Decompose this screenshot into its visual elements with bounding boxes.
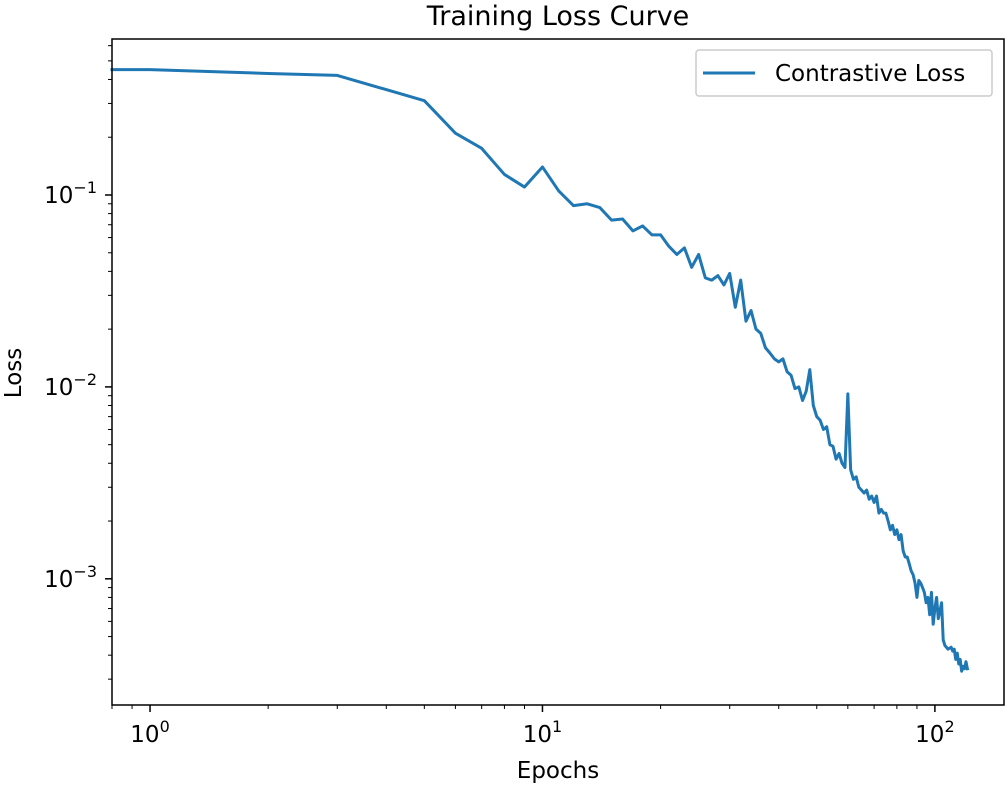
x-tick-exponent: 2 <box>944 717 954 736</box>
x-tick-base: 10 <box>523 722 552 748</box>
y-tick-exponent: −3 <box>73 562 97 581</box>
legend-label: Contrastive Loss <box>775 61 965 87</box>
y-tick-label: 10−1 <box>44 178 97 209</box>
y-tick-base: 10 <box>44 567 73 593</box>
x-tick-exponent: 1 <box>552 717 562 736</box>
y-tick-exponent: −1 <box>73 178 97 197</box>
plot-frame <box>111 38 1005 706</box>
x-tick-base: 10 <box>915 722 944 748</box>
chart-title: Training Loss Curve <box>426 1 690 32</box>
x-axis-label: Epochs <box>517 758 599 784</box>
legend: Contrastive Loss <box>695 49 993 97</box>
y-tick-exponent: −2 <box>73 370 97 389</box>
x-tick-label: 100 <box>130 717 169 748</box>
x-tick-label: 101 <box>523 717 562 748</box>
legend-box <box>695 49 993 97</box>
series-line-0 <box>110 68 970 673</box>
y-tick-label: 10−3 <box>44 562 97 593</box>
y-axis-ticks: 10−310−210−1 <box>44 45 112 680</box>
x-tick-label: 102 <box>915 717 954 748</box>
y-tick-base: 10 <box>44 375 73 401</box>
x-tick-exponent: 0 <box>160 717 170 736</box>
series-layer <box>110 68 970 673</box>
y-tick-label: 10−2 <box>44 370 97 401</box>
plot-area <box>112 39 1004 705</box>
x-axis-ticks: 100 101 102 <box>111 705 955 748</box>
x-tick-base: 10 <box>130 722 159 748</box>
y-tick-base: 10 <box>44 183 73 209</box>
y-axis-label: Loss <box>1 348 27 398</box>
